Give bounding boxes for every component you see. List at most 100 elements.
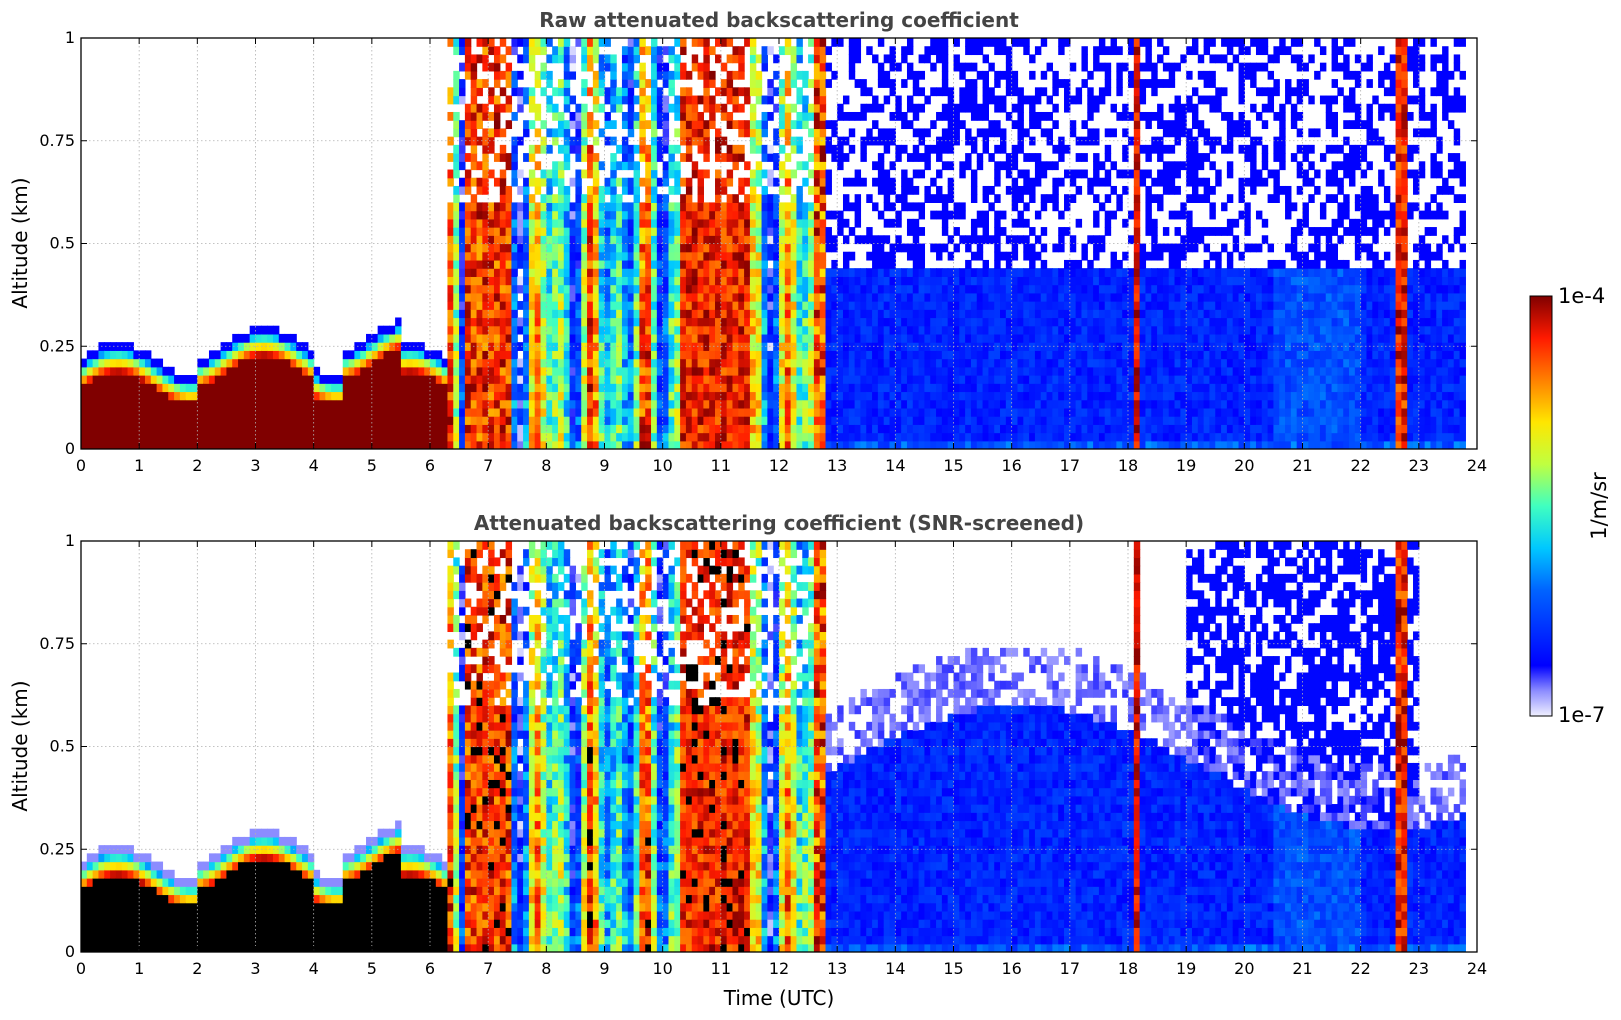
heatmap-cell bbox=[377, 325, 385, 335]
heatmap-cell bbox=[761, 325, 768, 335]
heatmap-cell bbox=[528, 144, 536, 154]
heatmap-cell bbox=[563, 276, 571, 286]
heatmap-cell bbox=[906, 366, 914, 376]
heatmap-cell bbox=[953, 54, 960, 64]
heatmap-cell bbox=[133, 375, 140, 384]
heatmap-cell bbox=[808, 366, 815, 376]
heatmap-cell bbox=[1017, 424, 1024, 434]
heatmap-cell bbox=[1029, 424, 1036, 434]
heatmap-cell bbox=[453, 185, 460, 195]
heatmap-cell bbox=[906, 440, 914, 449]
heatmap-cell bbox=[872, 375, 879, 384]
heatmap-cell bbox=[98, 416, 105, 425]
heatmap-cell bbox=[395, 366, 402, 376]
heatmap-cell bbox=[784, 416, 792, 425]
heatmap-cell bbox=[645, 358, 652, 368]
heatmap-cell bbox=[627, 62, 635, 72]
heatmap-cell bbox=[493, 103, 501, 113]
heatmap-cell bbox=[575, 243, 582, 253]
heatmap-cell bbox=[813, 317, 821, 327]
heatmap-cell bbox=[499, 243, 507, 253]
heatmap-cell bbox=[697, 62, 704, 72]
heatmap-cell bbox=[1058, 424, 1065, 434]
heatmap-cell bbox=[336, 391, 344, 401]
heatmap-cell bbox=[936, 350, 943, 360]
heatmap-cell bbox=[866, 383, 873, 393]
heatmap-cell bbox=[1029, 259, 1036, 269]
heatmap-cell bbox=[720, 333, 728, 343]
heatmap-cell bbox=[540, 210, 547, 220]
heatmap-cell bbox=[866, 375, 873, 384]
heatmap-cell bbox=[546, 292, 553, 302]
heatmap-cell bbox=[633, 227, 640, 236]
heatmap-cell bbox=[837, 111, 844, 121]
heatmap-cell bbox=[883, 251, 891, 261]
heatmap-cell bbox=[837, 399, 844, 409]
heatmap-cell bbox=[982, 79, 989, 88]
heatmap-cell bbox=[557, 333, 565, 343]
heatmap-cell bbox=[296, 366, 303, 376]
heatmap-cell bbox=[505, 424, 513, 434]
heatmap-cell bbox=[191, 407, 198, 417]
heatmap-cell bbox=[517, 284, 524, 294]
heatmap-cell bbox=[197, 391, 204, 401]
heatmap-cell bbox=[639, 251, 646, 261]
heatmap-cell bbox=[511, 440, 518, 449]
heatmap-cell bbox=[994, 227, 1001, 236]
heatmap-cell bbox=[447, 284, 454, 294]
heatmap-cell bbox=[395, 407, 402, 417]
heatmap-cell bbox=[575, 268, 582, 277]
heatmap-cell bbox=[482, 46, 489, 56]
heatmap-cell bbox=[627, 333, 635, 343]
heatmap-cell bbox=[703, 292, 710, 302]
heatmap-cell bbox=[877, 128, 885, 138]
heatmap-cell bbox=[1064, 399, 1071, 409]
heatmap-cell bbox=[598, 87, 606, 97]
heatmap-cell bbox=[482, 54, 489, 64]
heatmap-cell bbox=[877, 309, 885, 319]
heatmap-cell bbox=[238, 407, 245, 417]
heatmap-cell bbox=[360, 432, 367, 442]
heatmap-cell bbox=[802, 383, 809, 393]
heatmap-cell bbox=[627, 120, 635, 130]
heatmap-cell bbox=[918, 440, 926, 449]
heatmap-cell bbox=[994, 38, 1001, 47]
heatmap-cell bbox=[1000, 292, 1007, 302]
heatmap-cell bbox=[575, 38, 582, 47]
heatmap-cell bbox=[889, 276, 896, 286]
heatmap-cell bbox=[808, 38, 815, 47]
heatmap-cell bbox=[319, 383, 326, 393]
heatmap-cell bbox=[930, 301, 937, 310]
heatmap-cell bbox=[488, 391, 495, 401]
heatmap-cell bbox=[255, 375, 262, 384]
heatmap-cell bbox=[936, 210, 943, 220]
heatmap-cell bbox=[936, 276, 943, 286]
heatmap-cell bbox=[883, 284, 891, 294]
heatmap-cell bbox=[656, 399, 664, 409]
heatmap-cell bbox=[633, 317, 640, 327]
heatmap-cell bbox=[680, 177, 687, 187]
heatmap-cell bbox=[598, 358, 606, 368]
heatmap-cell bbox=[784, 333, 792, 343]
heatmap-cell bbox=[156, 432, 164, 442]
heatmap-cell bbox=[959, 235, 966, 245]
heatmap-cell bbox=[988, 350, 995, 360]
heatmap-cell bbox=[232, 350, 239, 360]
heatmap-cell bbox=[284, 333, 291, 343]
heatmap-cell bbox=[557, 284, 565, 294]
heatmap-cell bbox=[877, 284, 885, 294]
heatmap-cell bbox=[941, 309, 949, 319]
heatmap-cell bbox=[703, 424, 710, 434]
heatmap-cell bbox=[749, 350, 757, 360]
heatmap-cell bbox=[726, 366, 734, 376]
heatmap-cell bbox=[1064, 407, 1071, 417]
heatmap-cell bbox=[592, 342, 600, 351]
heatmap-cell bbox=[517, 243, 524, 253]
heatmap-cell bbox=[499, 38, 507, 47]
heatmap-cell bbox=[1058, 301, 1065, 310]
heatmap-cell bbox=[767, 284, 774, 294]
heatmap-cell bbox=[488, 62, 495, 72]
heatmap-cell bbox=[261, 416, 268, 425]
heatmap-cell bbox=[825, 333, 832, 343]
heatmap-cell bbox=[831, 432, 838, 442]
